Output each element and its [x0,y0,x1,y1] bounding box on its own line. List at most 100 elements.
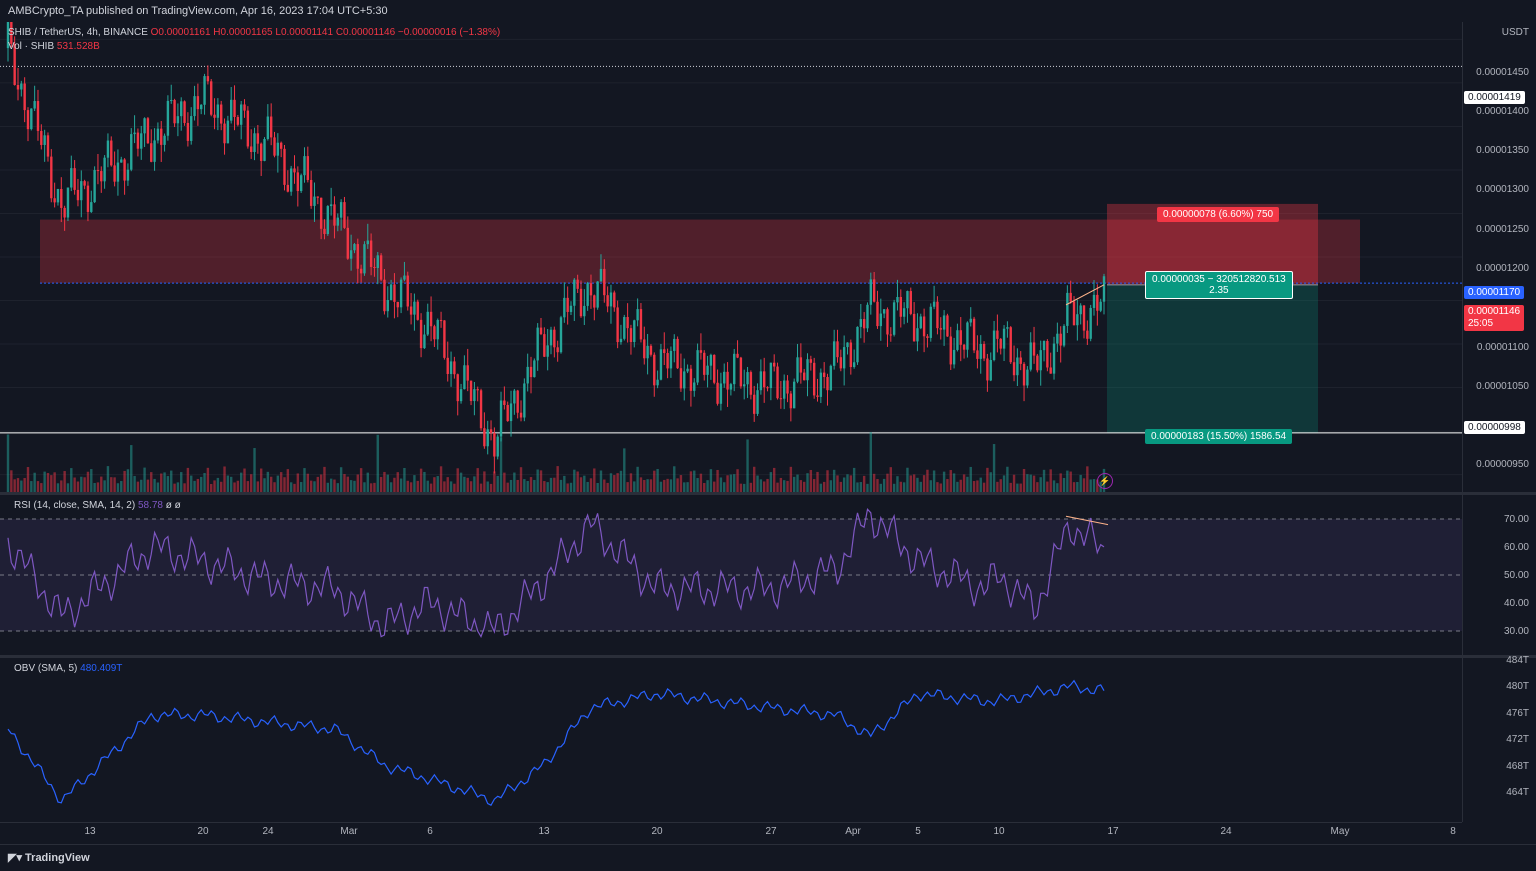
x-tick: May [1330,826,1350,837]
candle-body [53,198,56,203]
x-tick: Apr [845,826,861,837]
x-tick: Mar [340,826,358,837]
candle-body [826,376,829,391]
volume-bar [816,471,819,492]
volume-bar [150,472,153,492]
volume-bar [729,474,733,492]
volume-bar [809,469,813,492]
candle-body [200,104,203,110]
obv-panel[interactable]: OBV (SMA, 5) 480.409T [0,658,1462,822]
candle-body [556,347,559,353]
volume-bar [792,476,796,492]
volume-bar [13,479,16,492]
obv-tick: 472T [1506,734,1529,745]
time-axis[interactable]: 13 20 24 Mar 6 13 20 27 Apr 5 10 17 24 M… [0,822,1462,843]
candle-body [529,366,533,378]
volume-bar [603,479,606,492]
volume-bar [373,482,376,492]
volume-bar [543,481,546,492]
volume-legend: Vol · SHIB 531.528B [8,41,100,52]
candle-body [479,390,483,429]
candle-body [979,343,982,359]
volume-bar [356,474,359,492]
candle-body [839,357,843,369]
candle-body [226,120,230,144]
candle-body [483,428,486,447]
candle-body [693,382,696,391]
volume-bar [866,483,869,492]
rsi-axis[interactable]: 70.00 60.00 50.00 40.00 30.00 [1462,495,1536,655]
obv-chart[interactable] [0,658,1462,822]
volume-bar [229,476,233,492]
candle-body [782,380,786,399]
tradingview-logo[interactable]: ◤▾ TradingView [8,851,90,864]
candle-body [872,279,876,302]
panel-separator[interactable] [0,492,1536,495]
candle-body [829,365,833,391]
candle-body [503,400,506,405]
candle-body [972,318,976,351]
volume-bar [1079,474,1082,492]
publisher-bar: AMBCrypto_TA published on TradingView.co… [0,0,1536,22]
volume-bar [1052,480,1056,492]
candle-body [1026,369,1029,386]
candle-body [683,371,686,389]
volume-bar [766,478,769,492]
replay-icon[interactable]: ⚡ [1097,473,1113,489]
candle-body [753,394,756,414]
volume-bar [686,482,689,492]
volume-bar [653,470,656,492]
volume-bar [423,471,426,492]
candle-body [309,179,313,206]
candle-body [403,275,406,280]
volume-bar [832,469,836,492]
volume-bar [1069,471,1072,492]
price-axis[interactable]: USDT 0.00001450 0.00001400 0.00001350 0.… [1462,22,1536,492]
obv-axis[interactable]: 484T 480T 476T 472T 468T 464T [1462,655,1536,822]
volume-bar [316,476,320,492]
rsi-chart[interactable] [0,495,1462,655]
volume-bar [50,475,53,492]
candle-body [899,296,902,317]
candle-body [30,108,33,130]
volume-bar [596,482,599,492]
volume-bar [90,469,93,492]
candle-body [706,365,709,375]
volume-bar [922,475,926,492]
volume-bar [533,479,536,492]
volume-bar [206,467,210,492]
candle-body [703,352,706,375]
candle-body [1029,342,1032,370]
candle-body [822,372,826,377]
volume-bar [509,479,513,492]
panel-separator[interactable] [0,655,1536,658]
price-panel[interactable]: SHIB / TetherUS, 4h, BINANCE O0.00001161… [0,22,1462,492]
candle-body [523,383,526,418]
candle-body [902,308,906,317]
candle-body [546,345,549,357]
candle-body [559,317,563,353]
candle-body [746,372,749,385]
candle-body [812,362,816,396]
candle-body [699,350,703,353]
volume-bar [383,471,386,492]
volume-bar [436,476,439,492]
rsi-panel[interactable]: RSI (14, close, SMA, 14, 2) 58.78 ø ø [0,495,1462,655]
candle-body [223,123,226,144]
volume-bar [263,478,266,492]
candle-body [1032,342,1036,356]
volume-bar [1072,482,1076,492]
candle-body [293,168,296,173]
volume-bar [566,483,569,492]
volume-bar [123,470,126,492]
volume-bar [456,468,459,492]
volume-bar [829,480,833,492]
volume-bar [70,468,73,492]
price-legend: SHIB / TetherUS, 4h, BINANCE O0.00001161… [8,27,500,38]
price-chart[interactable] [0,22,1462,492]
volume-bar [359,468,363,492]
volume-bar [1062,478,1066,492]
candle-body [952,349,956,365]
x-tick: 24 [262,826,274,837]
volume-bar [216,477,220,492]
